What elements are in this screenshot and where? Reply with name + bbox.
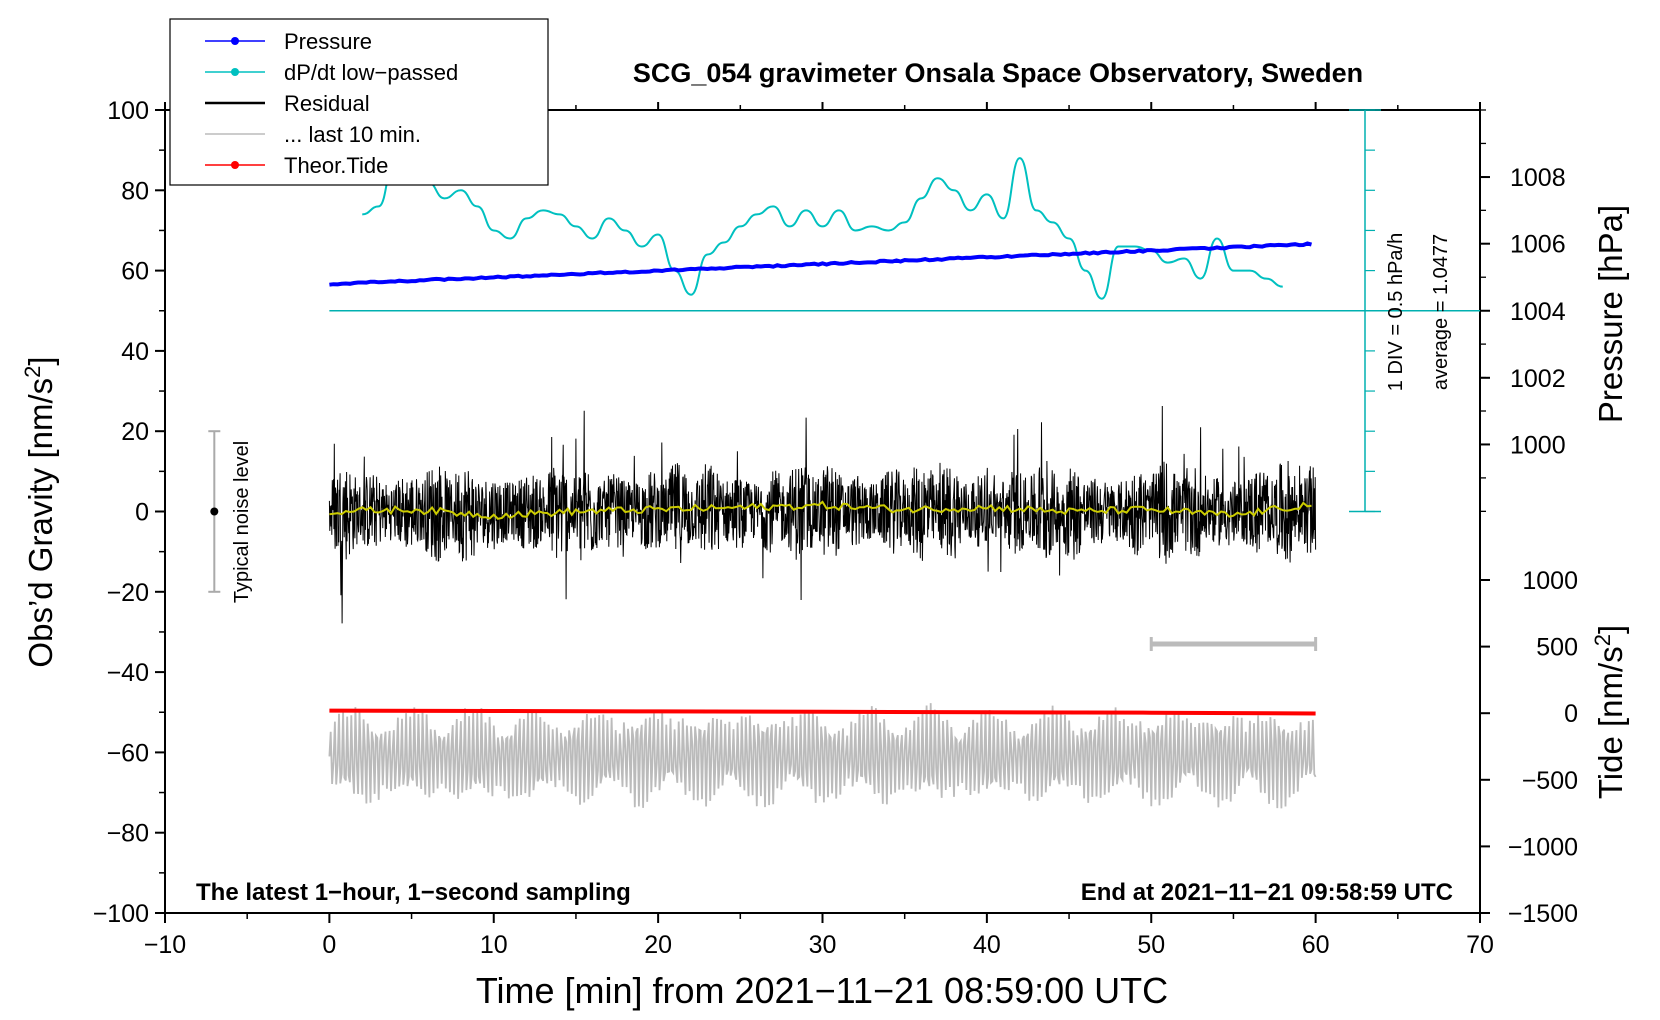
legend-label: ... last 10 min.: [284, 122, 421, 147]
y-axis-ticks: 100 80 60 40 20 0 −20 −40 −60 −80 −100: [93, 97, 165, 928]
y-tick-label: 20: [121, 418, 149, 446]
y-tick-label: −80: [107, 820, 149, 848]
tide-axis-label: Tide [nm/s2]: [1590, 625, 1629, 799]
series-residual-smoothed: [329, 500, 1312, 520]
pressure-tick-label: 1000: [1510, 431, 1566, 459]
y-tick-label: −100: [93, 900, 149, 928]
y-tick-label: 40: [121, 338, 149, 366]
x-axis-ticks: −10 0 10 20 30 40 50 60 70: [144, 102, 1494, 959]
x-tick-label: 50: [1137, 931, 1165, 959]
legend-label: Pressure: [284, 29, 372, 54]
legend-swatch-marker: [231, 161, 239, 169]
tide-axis-label-main: Tide [nm/s: [1592, 646, 1629, 799]
pressure-axis-ticks: 1008 1006 1004 1002 1000: [1480, 109, 1566, 512]
noise-level-indicator: [208, 430, 221, 593]
tide-tick-label: −1000: [1508, 833, 1578, 861]
tide-axis-label-sup: 2: [1590, 634, 1615, 646]
series-last-10-min: [328, 703, 1317, 809]
y-tick-label: 0: [135, 499, 149, 527]
y-axis-label: Obs’d Gravity [nm/s2]: [20, 356, 59, 667]
tide-axis-ticks: 1000 500 0 −500 −1000 −1500: [1480, 567, 1578, 928]
series-layer: [328, 157, 1318, 809]
pressure-tick-label: 1002: [1510, 365, 1566, 393]
series-pressure: [329, 241, 1313, 287]
x-tick-label: −10: [144, 931, 186, 959]
x-axis-label: Time [min] from 2021−11−21 08:59:00 UTC: [476, 970, 1168, 1011]
pressure-scale-line2: average = 1.0477: [1430, 234, 1452, 390]
tide-tick-label: 0: [1564, 700, 1578, 728]
legend-label: Theor.Tide: [284, 153, 388, 178]
pressure-scale-line1: 1 DIV = 0.5 hPa/h: [1385, 233, 1407, 391]
pressure-scale-bar: [329, 109, 1480, 513]
legend-swatch-marker: [231, 68, 239, 76]
pressure-tick-label: 1006: [1510, 231, 1566, 259]
x-tick-label: 60: [1302, 931, 1330, 959]
y-axis-label-main: Obs’d Gravity [nm/s: [22, 378, 59, 668]
series-theor-tide: [329, 708, 1316, 716]
legend-label: Residual: [284, 91, 370, 116]
pressure-tick-label: 1008: [1510, 164, 1566, 192]
y-axis-label-sup: 2: [20, 366, 45, 378]
y-axis-label-tail: ]: [22, 356, 59, 365]
legend-swatch-marker: [231, 37, 239, 45]
tide-tick-label: −1500: [1508, 900, 1578, 928]
footer-left-note: The latest 1−hour, 1−second sampling: [196, 879, 631, 906]
x-tick-label: 30: [809, 931, 837, 959]
series-residual: [328, 405, 1317, 624]
series-dpdt: [362, 157, 1283, 300]
noise-center-dot: [210, 507, 219, 516]
tide-axis-label-tail: ]: [1592, 625, 1629, 634]
x-tick-label: 0: [322, 931, 336, 959]
tide-tick-label: 1000: [1522, 567, 1578, 595]
x-tick-label: 20: [644, 931, 672, 959]
y-tick-label: 60: [121, 258, 149, 286]
x-tick-label: 10: [480, 931, 508, 959]
footer-right-note: End at 2021−11−21 09:58:59 UTC: [1081, 879, 1453, 906]
y-tick-label: 80: [121, 177, 149, 205]
legend: Pressure dP/dt low−passed Residual ... last…: [169, 18, 549, 186]
y-tick-label: −20: [107, 579, 149, 607]
y-tick-label: −40: [107, 659, 149, 687]
chart-title: SCG_054 gravimeter Onsala Space Observat…: [633, 58, 1363, 88]
pressure-tick-label: 1004: [1510, 298, 1566, 326]
legend-label: dP/dt low−passed: [284, 60, 458, 85]
tide-tick-label: −500: [1522, 767, 1578, 795]
pressure-axis-label: Pressure [hPa]: [1592, 205, 1629, 423]
y-tick-label: 100: [107, 97, 149, 125]
tide-tick-label: 500: [1536, 634, 1578, 662]
y-tick-label: −60: [107, 739, 149, 767]
x-tick-label: 70: [1466, 931, 1494, 959]
noise-level-label: Typical noise level: [231, 441, 253, 603]
x-tick-label: 40: [973, 931, 1001, 959]
